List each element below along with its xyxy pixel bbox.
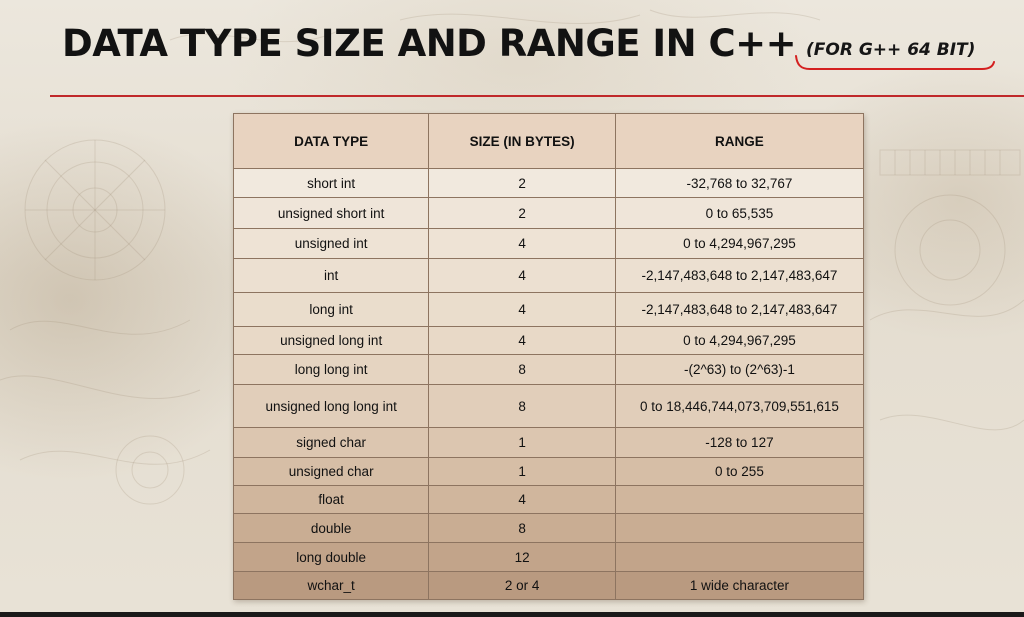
table-row: unsigned int 4 0 to 4,294,967,295 [232, 228, 865, 259]
cell-size: 4 [428, 258, 616, 293]
cell-data-type: signed char [232, 427, 430, 458]
cell-size: 12 [428, 542, 616, 572]
cell-data-type: float [232, 485, 430, 514]
cell-data-type: double [232, 513, 430, 543]
data-type-table: DATA TYPE SIZE (IN BYTES) RANGE short in… [232, 113, 865, 600]
cell-data-type: int [232, 258, 430, 293]
table-row: long int 4 -2,147,483,648 to 2,147,483,647 [232, 292, 865, 327]
table-row: long long int 8 -(2^63) to (2^63)-1 [232, 354, 865, 385]
cell-size: 1 [428, 427, 616, 458]
cell-size: 4 [428, 326, 616, 355]
cell-size: 8 [428, 354, 616, 385]
cell-range [614, 513, 865, 543]
cell-data-type: unsigned long long int [232, 384, 430, 428]
cell-range: 1 wide character [614, 571, 865, 600]
cell-size: 2 [428, 197, 616, 229]
cell-data-type: unsigned short int [232, 197, 430, 229]
table-row: short int 2 -32,768 to 32,767 [232, 168, 865, 198]
cell-range: -(2^63) to (2^63)-1 [614, 354, 865, 385]
cell-range: 0 to 255 [614, 457, 865, 486]
table-row: double 8 [232, 513, 865, 543]
cell-range: 0 to 18,446,744,073,709,551,615 [614, 384, 865, 428]
cell-data-type: long double [232, 542, 430, 572]
header-size: SIZE (IN BYTES) [428, 113, 616, 169]
cell-range [614, 542, 865, 572]
cell-size: 4 [428, 292, 616, 327]
cell-data-type: short int [232, 168, 430, 198]
table-row: unsigned short int 2 0 to 65,535 [232, 197, 865, 229]
table-row: float 4 [232, 485, 865, 514]
header-data-type: DATA TYPE [232, 113, 430, 169]
cell-size: 2 [428, 168, 616, 198]
cell-range: -2,147,483,648 to 2,147,483,647 [614, 292, 865, 327]
title-divider [50, 95, 1024, 97]
cell-size: 8 [428, 513, 616, 543]
table-row: long double 12 [232, 542, 865, 572]
cell-range: -128 to 127 [614, 427, 865, 458]
cell-range: -2,147,483,648 to 2,147,483,647 [614, 258, 865, 293]
cell-size: 4 [428, 485, 616, 514]
cell-range: 0 to 4,294,967,295 [614, 228, 865, 259]
cell-size: 1 [428, 457, 616, 486]
table-row: int 4 -2,147,483,648 to 2,147,483,647 [232, 258, 865, 293]
table-header-row: DATA TYPE SIZE (IN BYTES) RANGE [232, 113, 865, 169]
cell-size: 4 [428, 228, 616, 259]
cell-range: 0 to 4,294,967,295 [614, 326, 865, 355]
table-row: unsigned long long int 8 0 to 18,446,744,0… [232, 384, 865, 428]
cell-range: 0 to 65,535 [614, 197, 865, 229]
page-title: DATA TYPE SIZE AND RANGE IN C++ [62, 22, 797, 65]
table-row: unsigned long int 4 0 to 4,294,967,295 [232, 326, 865, 355]
cell-data-type: wchar_t [232, 571, 430, 600]
cell-data-type: long long int [232, 354, 430, 385]
cell-data-type: long int [232, 292, 430, 327]
red-underline-annotation [795, 55, 995, 70]
cell-size: 8 [428, 384, 616, 428]
header-range: RANGE [614, 113, 865, 169]
cell-range: -32,768 to 32,767 [614, 168, 865, 198]
cell-size: 2 or 4 [428, 571, 616, 600]
cell-data-type: unsigned char [232, 457, 430, 486]
cell-data-type: unsigned long int [232, 326, 430, 355]
cell-range [614, 485, 865, 514]
cell-data-type: unsigned int [232, 228, 430, 259]
table-row: signed char 1 -128 to 127 [232, 427, 865, 458]
page-subtitle: (FOR G++ 64 BIT) [806, 40, 976, 60]
table-row: unsigned char 1 0 to 255 [232, 457, 865, 486]
bottom-bar [0, 612, 1024, 617]
table-body: short int 2 -32,768 to 32,767 unsigned shor… [232, 168, 865, 600]
